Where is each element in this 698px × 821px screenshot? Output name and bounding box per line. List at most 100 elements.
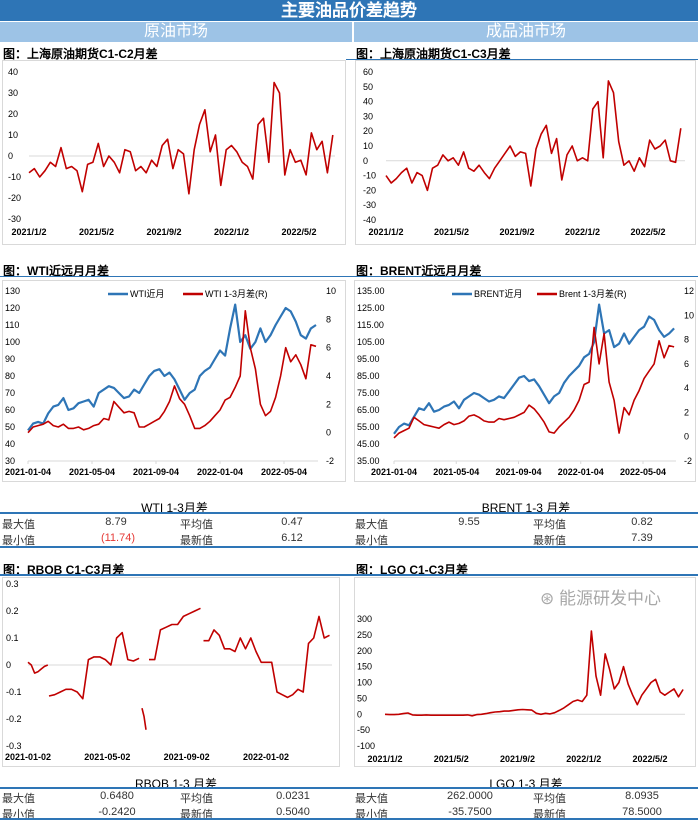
x-tick-label: 2021/1/2 xyxy=(367,754,402,764)
wti-min-value: (11.74) xyxy=(100,532,136,544)
brent-latest-label: 最新值 xyxy=(533,535,566,547)
y-tick-label: -100 xyxy=(357,741,375,751)
y-tick-label: 30 xyxy=(363,111,373,121)
rbob-max-label: 最大值 xyxy=(2,793,35,805)
y-tick-label: 45.00 xyxy=(357,439,380,449)
y-tick-label: -0.2 xyxy=(6,714,22,724)
brent-max-value: 9.55 xyxy=(458,516,480,528)
y-tick-label: 0.3 xyxy=(6,579,19,589)
x-tick-label: 2021-09-04 xyxy=(495,467,541,477)
x-tick-label: 2021-01-04 xyxy=(371,467,417,477)
lgo-max-value: 262.0000 xyxy=(447,790,493,802)
y-tick-label: 85.00 xyxy=(357,371,380,381)
y-tick-label: 50 xyxy=(5,422,15,432)
legend-label: Brent 1-3月差(R) xyxy=(559,288,627,299)
table-title-wti: WTI 1-3月差 xyxy=(141,501,208,515)
rbob-avg-value: 0.0231 xyxy=(276,790,310,802)
series-line-0 xyxy=(149,607,201,661)
x-tick-label: 2021-05-04 xyxy=(433,467,479,477)
y-tick-label: 10 xyxy=(8,130,18,140)
wti-avg-value: 0.47 xyxy=(281,516,303,528)
brent-max-label: 最大值 xyxy=(355,519,388,531)
chart-sc13: 60 50 40 30 20 10 0 -10 -20 -30 -40 2021/1/2 2021/5/… xyxy=(355,60,696,245)
y-tick-label: 0 xyxy=(357,709,362,719)
x-tick-label: 2021-01-04 xyxy=(5,467,51,477)
divider xyxy=(0,546,698,548)
section-refined-oil: 成品油市场 xyxy=(354,22,698,42)
y-tick-label: 30 xyxy=(8,88,18,98)
x-tick-label: 2021-05-04 xyxy=(69,467,115,477)
x-tick-label: 2022/1/2 xyxy=(566,754,601,764)
wti-max-label: 最大值 xyxy=(2,519,35,531)
x-tick-label: 2021/5/2 xyxy=(79,227,114,237)
y-tick-label: -30 xyxy=(8,214,21,224)
x-tick-label: 2021/1/2 xyxy=(11,227,46,237)
y-tick-label: 135.00 xyxy=(357,286,385,296)
chart-title-brent: 图：BRENT近远月月差 xyxy=(356,264,482,278)
chart-brent: 135.00 125.00 115.00 105.00 95.00 85.00 75.00 6… xyxy=(354,280,696,482)
y-tick-label: 0.2 xyxy=(6,606,19,616)
y-tick-label: -50 xyxy=(357,725,370,735)
y-tick-label: 30 xyxy=(5,456,15,466)
y-tick-label: 105.00 xyxy=(357,337,385,347)
divider xyxy=(0,276,698,277)
y2-tick-label: 6 xyxy=(326,343,331,353)
legend-label: WTI 1-3月差(R) xyxy=(205,288,268,299)
y-tick-label: 0 xyxy=(8,151,13,161)
lgo-latest-value: 78.5000 xyxy=(622,806,662,818)
brent-latest-value: 7.39 xyxy=(631,532,653,544)
table-title-brent: BRENT 1-3 月差 xyxy=(481,501,571,515)
rbob-min-value: -0.2420 xyxy=(98,806,136,818)
y-tick-label: 50 xyxy=(357,693,367,703)
y-tick-label: 65.00 xyxy=(357,405,380,415)
y2-tick-label: 0 xyxy=(684,432,689,442)
y-tick-label: 250 xyxy=(357,630,372,640)
y-tick-label: 10 xyxy=(363,141,373,151)
x-tick-label: 2022/1/2 xyxy=(214,227,249,237)
x-tick-label: 2022-05-04 xyxy=(620,467,666,477)
chart-title-lgo: 图：LGO C1-C3月差 xyxy=(356,563,469,577)
watermark-text: 能源研发中心 xyxy=(558,589,661,608)
y-tick-label: 55.00 xyxy=(357,422,380,432)
y2-tick-label: 12 xyxy=(684,286,694,296)
y2-tick-label: 4 xyxy=(684,383,689,393)
y2-tick-label: 10 xyxy=(684,310,694,320)
y-tick-label: 90 xyxy=(5,354,15,364)
x-tick-label: 2021-01-02 xyxy=(5,752,51,762)
y-tick-label: 0.1 xyxy=(6,633,19,643)
divider xyxy=(0,787,698,789)
y-tick-label: 125.00 xyxy=(357,303,385,313)
series-line-0 xyxy=(385,80,682,192)
y-tick-label: 0 xyxy=(363,156,368,166)
y-tick-label: 80 xyxy=(5,371,15,381)
y-tick-label: 20 xyxy=(363,126,373,136)
lgo-avg-value: 8.0935 xyxy=(625,790,659,802)
y2-tick-label: 6 xyxy=(684,359,689,369)
series-line-1 xyxy=(27,309,317,434)
y-tick-label: -10 xyxy=(363,171,376,181)
y2-tick-label: 0 xyxy=(326,428,331,438)
x-tick-label: 2021/1/2 xyxy=(368,227,403,237)
divider xyxy=(0,574,698,576)
x-tick-label: 2021/9/2 xyxy=(499,227,534,237)
y-tick-label: 100 xyxy=(357,678,372,688)
y2-tick-label: -2 xyxy=(326,456,334,466)
y-tick-label: 20 xyxy=(8,109,18,119)
x-tick-label: 2021-09-04 xyxy=(133,467,179,477)
y-tick-label: 120 xyxy=(5,303,20,313)
lgo-avg-label: 平均值 xyxy=(533,793,566,805)
y-tick-label: -0.1 xyxy=(6,687,22,697)
rbob-max-value: 0.6480 xyxy=(100,790,134,802)
divider xyxy=(0,512,698,514)
page-title: 主要油品价差趋势 xyxy=(0,0,698,21)
y-tick-label: 60 xyxy=(363,67,373,77)
x-tick-label: 2022-05-04 xyxy=(261,467,307,477)
y-tick-label: 200 xyxy=(357,646,372,656)
x-tick-label: 2021-05-02 xyxy=(84,752,130,762)
section-crude-oil: 原油市场 xyxy=(0,22,352,42)
series-line-0 xyxy=(384,630,684,717)
brent-avg-value: 0.82 xyxy=(631,516,653,528)
wti-latest-label: 最新值 xyxy=(180,535,213,547)
chart-lgo: 300 250 200 150 100 50 0 -50 -100 2021/1/2 2021/5/… xyxy=(354,577,696,767)
x-tick-label: 2022-01-04 xyxy=(197,467,243,477)
